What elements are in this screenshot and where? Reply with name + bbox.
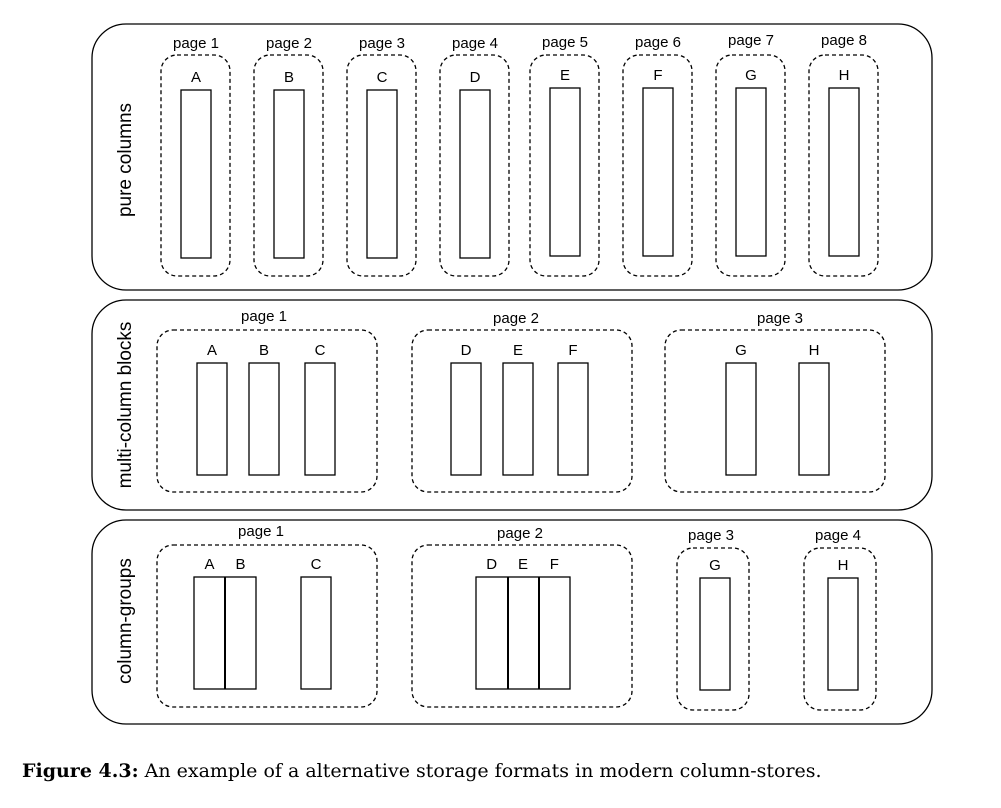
column-label: H: [839, 67, 850, 84]
page-box: [160, 54, 231, 277]
column-label: E: [518, 556, 528, 573]
page-box: [622, 54, 693, 277]
page-box: [715, 54, 786, 277]
column-label: F: [550, 556, 559, 573]
column-label: H: [809, 342, 820, 359]
column-label: G: [745, 67, 757, 84]
page-box: [803, 547, 877, 711]
column-label: B: [259, 342, 269, 359]
column-label: F: [568, 342, 577, 359]
panel-label: column-groups: [115, 558, 136, 684]
column-label: D: [461, 342, 472, 359]
page-label: page 1: [241, 308, 287, 325]
column-rect: [475, 576, 571, 690]
page-label: page 7: [728, 32, 774, 49]
page-box: [253, 54, 324, 277]
column-label: E: [513, 342, 523, 359]
column-label: G: [735, 342, 747, 359]
column-label: A: [204, 556, 214, 573]
column-label: C: [311, 556, 322, 573]
column-rect: [273, 89, 305, 259]
column-label: D: [486, 556, 497, 573]
column-label: F: [653, 67, 662, 84]
column-rect: [699, 577, 731, 691]
column-rect: [735, 87, 767, 257]
column-rect: [366, 89, 398, 259]
column-label: C: [315, 342, 326, 359]
page-box: [439, 54, 510, 277]
page-label: page 3: [359, 35, 405, 52]
column-label: H: [838, 557, 849, 574]
column-label: B: [284, 69, 294, 86]
page-label: page 1: [238, 523, 284, 540]
column-label: A: [207, 342, 217, 359]
column-rect: [798, 362, 830, 476]
column-rect: [304, 362, 336, 476]
page-label: page 5: [542, 34, 588, 51]
column-rect: [827, 577, 859, 691]
page-box: [808, 54, 879, 277]
page-label: page 3: [757, 310, 803, 327]
page-box: [664, 329, 886, 493]
page-box: [676, 547, 750, 711]
figure-caption-text: An example of a alternative storage form…: [138, 760, 822, 782]
page-label: page 8: [821, 32, 867, 49]
column-rect: [450, 362, 482, 476]
column-rect: [248, 362, 280, 476]
column-rect: [459, 89, 491, 259]
figure-caption: Figure 4.3: An example of a alternative …: [22, 760, 992, 782]
column-rect: [180, 89, 212, 259]
page-box: [156, 329, 378, 493]
column-label: E: [560, 67, 570, 84]
column-rect: [300, 576, 332, 690]
column-label: D: [470, 69, 481, 86]
page-label: page 2: [493, 310, 539, 327]
column-label: G: [709, 557, 721, 574]
page-label: page 4: [815, 527, 861, 544]
page-box: [411, 329, 633, 493]
column-rect: [557, 362, 589, 476]
column-rect: [642, 87, 674, 257]
column-rect: [549, 87, 581, 257]
page-box: [411, 544, 633, 708]
page-label: page 6: [635, 34, 681, 51]
page-label: page 2: [497, 525, 543, 542]
page-label: page 1: [173, 35, 219, 52]
page-box: [346, 54, 417, 277]
column-rect: [196, 362, 228, 476]
page-label: page 4: [452, 35, 498, 52]
column-rect: [725, 362, 757, 476]
column-label: A: [191, 69, 201, 86]
column-label: B: [235, 556, 245, 573]
column-rect: [828, 87, 860, 257]
figure-caption-label: Figure 4.3:: [22, 760, 139, 782]
panel-label: multi-column blocks: [115, 322, 136, 489]
page-box: [529, 54, 600, 277]
panel-label: pure columns: [115, 103, 136, 217]
page-box: [156, 544, 378, 708]
panel-box: [91, 23, 933, 291]
page-label: page 2: [266, 35, 312, 52]
page-label: page 3: [688, 527, 734, 544]
column-label: C: [377, 69, 388, 86]
column-rect: [502, 362, 534, 476]
